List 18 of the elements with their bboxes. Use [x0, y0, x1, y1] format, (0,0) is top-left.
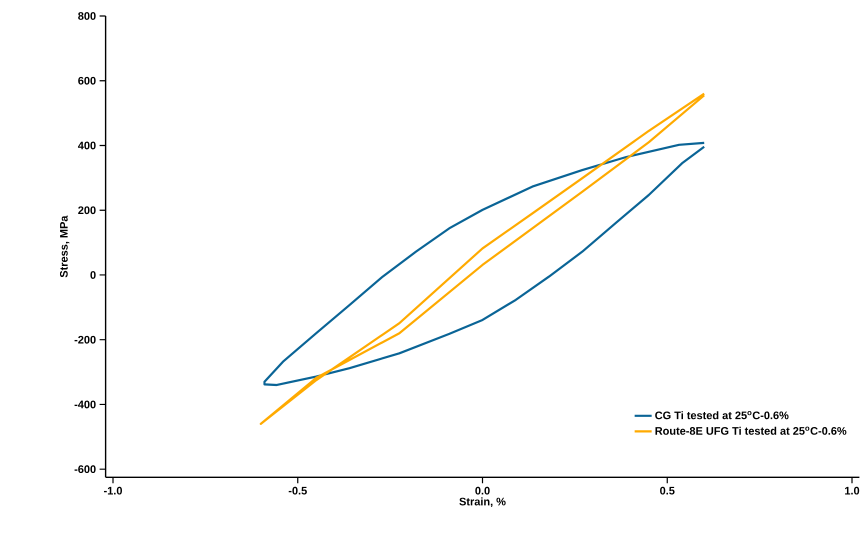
- y-tick-label: 400: [78, 142, 96, 150]
- legend-label: Route-8E UFG Ti tested at 25$^{o}$C-0.6%: [655, 426, 846, 435]
- y-tick-label: 600: [78, 76, 96, 85]
- x-tick-label: 0.0: [475, 486, 490, 495]
- x-axis-title: Strain, %: [459, 497, 506, 508]
- x-tick-label: 0.5: [660, 486, 675, 495]
- y-tick-label: -600: [74, 465, 96, 474]
- legend-label: CG Ti tested at 25$^{o}$C-0.6%: [655, 411, 789, 420]
- y-tick-label: -200: [74, 336, 96, 344]
- y-tick-label: 800: [78, 12, 96, 20]
- y-tick-label: 0: [90, 271, 96, 279]
- y-tick-label: 200: [78, 206, 96, 214]
- y-axis-title: Stress, MPa: [60, 216, 70, 278]
- line-series: [263, 142, 706, 386]
- x-tick-label: 1.0: [845, 486, 860, 495]
- x-tick-label: -1.0: [104, 486, 122, 495]
- x-tick-label: -0.5: [288, 486, 307, 495]
- y-tick-label: -400: [74, 400, 96, 408]
